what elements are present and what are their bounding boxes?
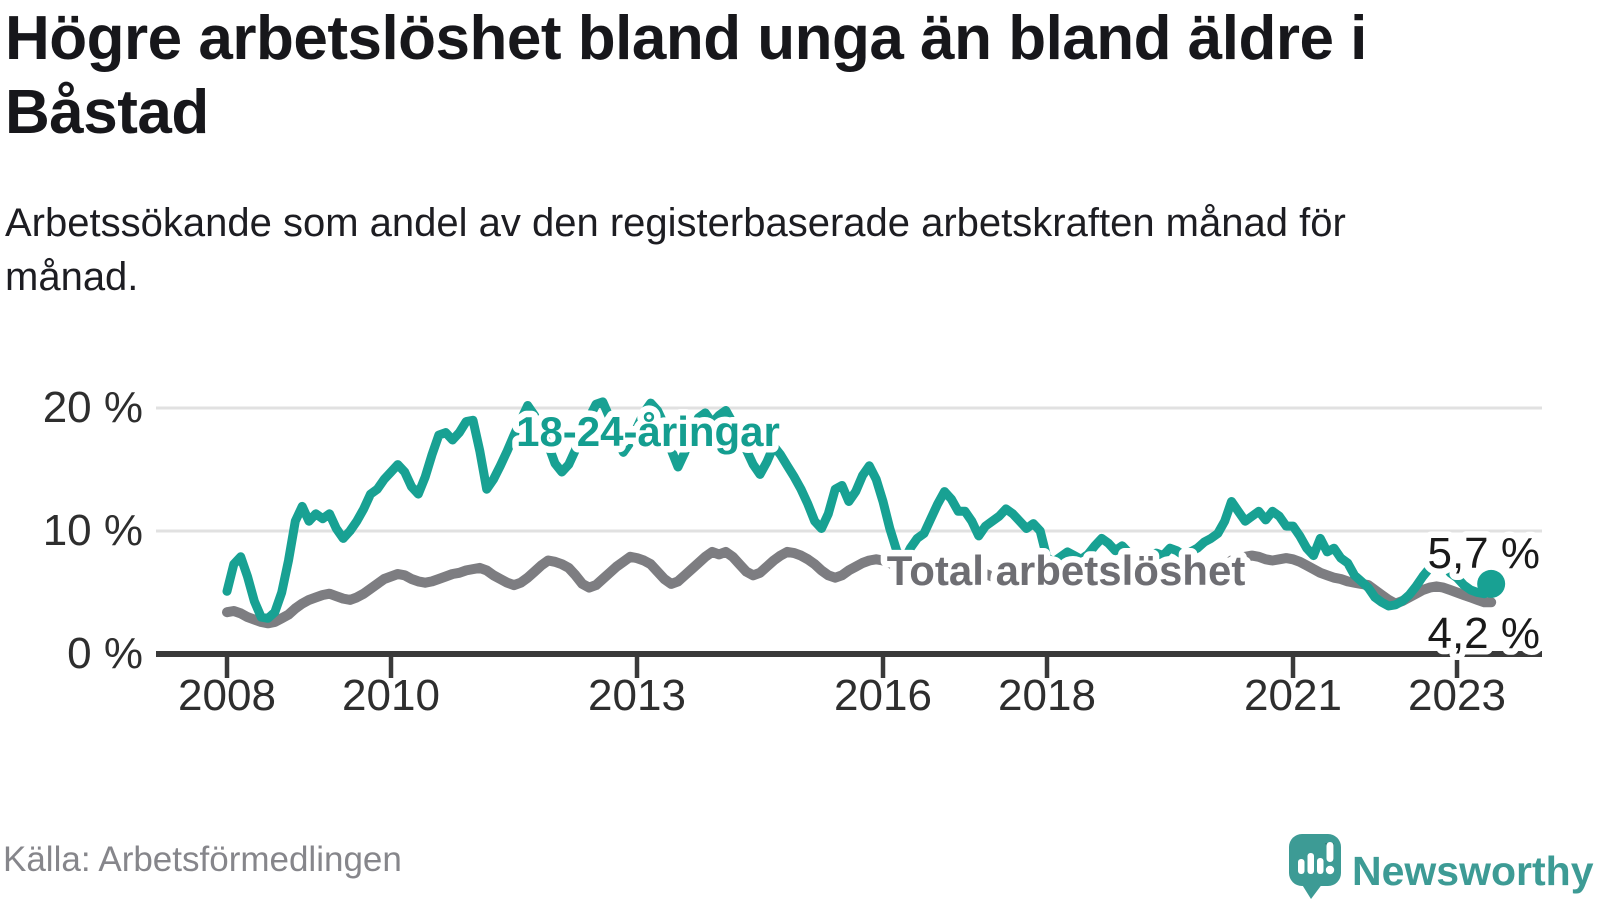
x-axis-label-2018: 2018 xyxy=(998,671,1096,720)
series-label-total: Total arbetslöshet xyxy=(887,547,1246,594)
end-point-marker xyxy=(1477,569,1506,598)
x-axis-label-2013: 2013 xyxy=(588,671,686,720)
chart-subtitle: Arbetssökande som andel av den registerb… xyxy=(5,201,1346,299)
unemployment-line-chart: 0 % 10 % 20 % 2008 2010 2013 2016 2018 2021 2023 1… xyxy=(43,383,1547,720)
x-axis-label-2008: 2008 xyxy=(178,671,276,720)
y-axis-label-10: 10 % xyxy=(43,506,143,555)
end-value-total: 4,2 % xyxy=(1427,609,1540,658)
end-value-youth: 5,7 % xyxy=(1427,529,1540,578)
y-axis-label-20: 20 % xyxy=(43,383,143,432)
x-axis-label-2021: 2021 xyxy=(1244,671,1342,720)
x-axis-label-2016: 2016 xyxy=(834,671,932,720)
x-axis-label-2023: 2023 xyxy=(1408,671,1506,720)
series-label-youth: 18-24-åringar xyxy=(516,408,780,455)
y-axis-label-0: 0 % xyxy=(67,629,143,678)
page-title: Högre arbetslöshet bland unga än bland ä… xyxy=(5,4,1367,147)
x-axis-label-2010: 2010 xyxy=(342,671,440,720)
series-line-youth xyxy=(222,397,1496,623)
series-line-total xyxy=(222,546,1497,629)
newsworthy-logo: Newsworthy xyxy=(1288,833,1600,900)
newsworthy-logo-icon xyxy=(1289,834,1341,899)
source-note: Källa: Arbetsförmedlingen xyxy=(3,840,402,879)
newsworthy-wordmark: Newsworthy xyxy=(1352,848,1594,894)
